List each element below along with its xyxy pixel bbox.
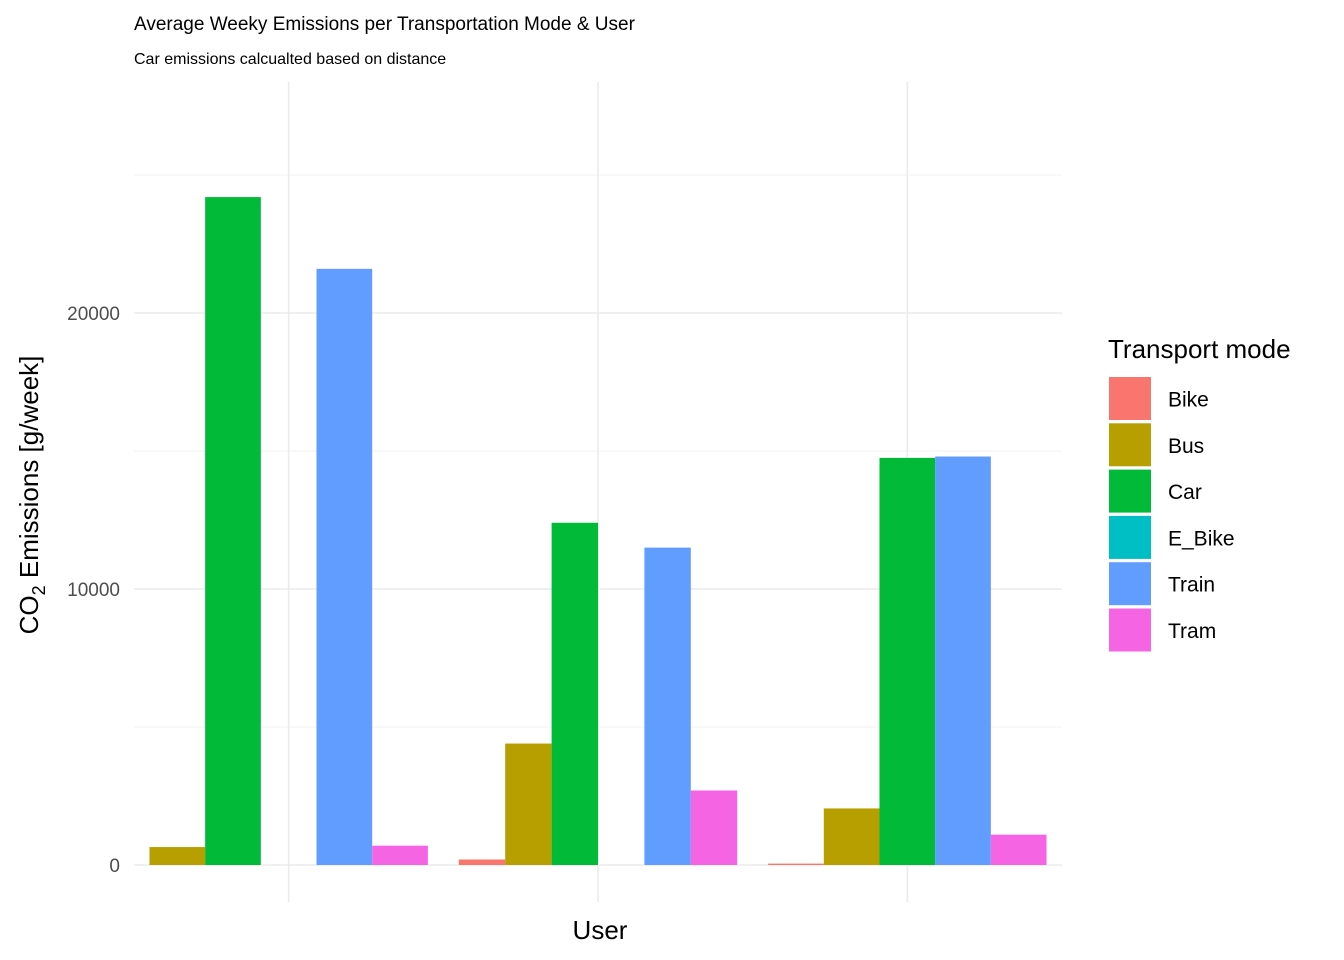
bar-bus-group-2 <box>505 743 552 865</box>
legend-label-bike: Bike <box>1168 389 1209 412</box>
bar-bus-group-3 <box>823 808 880 865</box>
bar-bus-group-1 <box>149 847 206 865</box>
legend-label-bus: Bus <box>1168 435 1204 458</box>
chart-title: Average Weeky Emissions per Transportati… <box>134 14 636 35</box>
legend-label-car: Car <box>1168 481 1202 504</box>
legend-key-train <box>1109 562 1151 606</box>
bar-tram-group-2 <box>690 790 738 865</box>
legend-key-car <box>1109 469 1151 513</box>
bar-tram-group-3 <box>990 834 1047 865</box>
legend-key-bike <box>1109 377 1151 420</box>
legend-label-train: Train <box>1168 574 1215 597</box>
legend-key-bus <box>1109 423 1151 467</box>
bar-bike-group-2 <box>458 859 506 865</box>
bar-train-group-1 <box>316 268 373 866</box>
y-axis-title-rest: Emissions [g/week] <box>14 356 44 586</box>
legend-label-tram: Tram <box>1168 620 1216 643</box>
bar-bike-group-3 <box>768 863 824 865</box>
y-tick-label: 10000 <box>67 580 120 601</box>
x-axis-title: User <box>573 915 628 945</box>
legend-items: Bike Bus Car E_Bike Train Tram <box>1109 377 1235 652</box>
y-axis-ticks: 0 10000 20000 <box>67 304 120 877</box>
bar-tram-group-1 <box>372 845 428 865</box>
legend-key-tram <box>1109 608 1151 652</box>
y-axis-title: CO2 Emissions [g/week] <box>14 356 49 635</box>
bar-train-group-3 <box>935 456 991 865</box>
legend-title: Transport mode <box>1108 334 1291 364</box>
bar-car-group-1 <box>205 197 261 865</box>
legend-label-e-bike: E_Bike <box>1168 527 1235 550</box>
y-tick-label: 0 <box>109 856 120 877</box>
bar-car-group-3 <box>879 457 936 865</box>
y-axis-title-subscript: 2 <box>29 585 49 595</box>
bars <box>149 197 1047 866</box>
legend-key-e-bike <box>1109 515 1151 559</box>
bar-train-group-2 <box>644 547 691 865</box>
y-axis-title-main: CO <box>14 595 44 634</box>
bar-car-group-2 <box>551 522 598 865</box>
y-tick-label: 20000 <box>67 304 120 325</box>
legend: Transport mode Bike Bus Car E_Bike Train Tram <box>1108 334 1291 652</box>
chart-subtitle: Car emissions calcualted based on distan… <box>134 51 446 68</box>
